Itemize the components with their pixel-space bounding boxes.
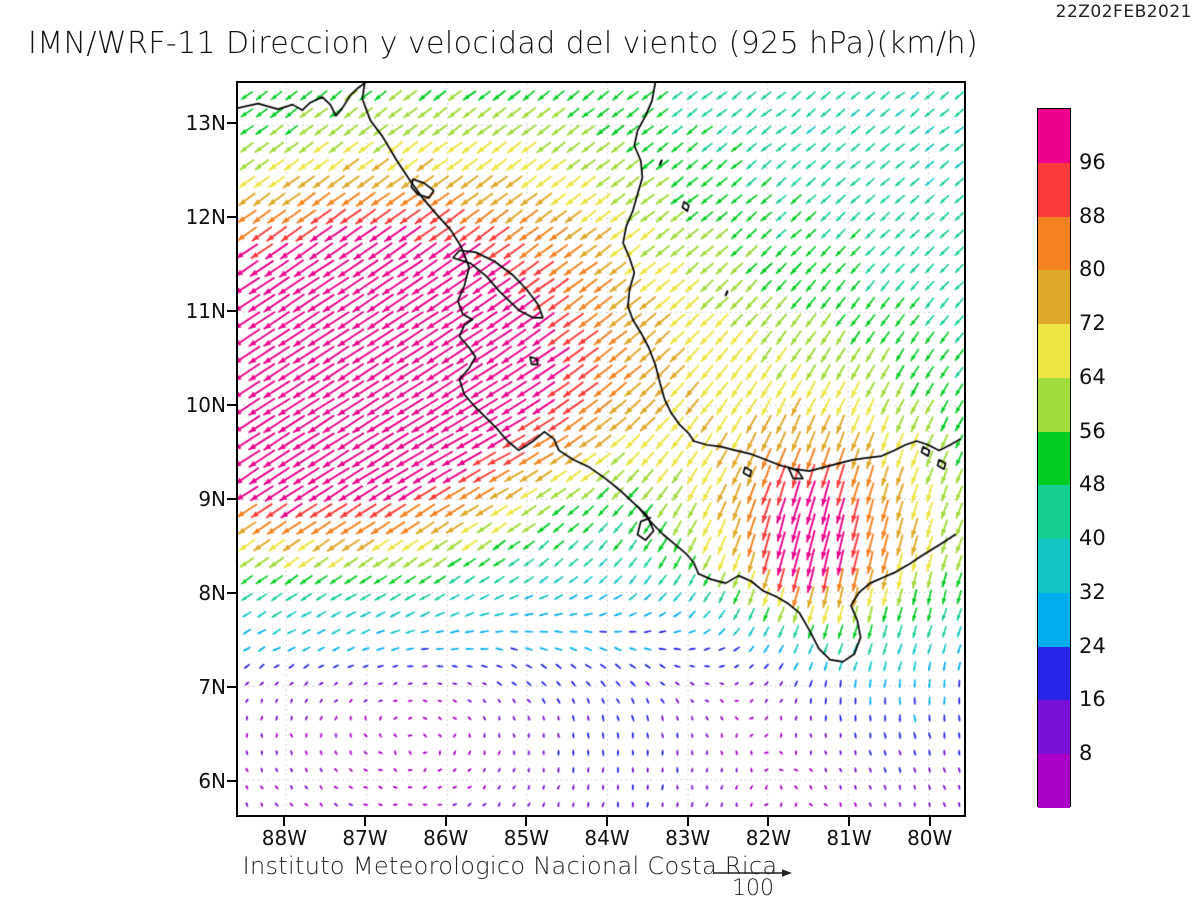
y-axis-tick-mark xyxy=(227,404,236,407)
y-axis-tick-mark xyxy=(227,216,236,219)
x-axis-tick-mark xyxy=(928,817,931,826)
x-axis-tick-label: 81W xyxy=(826,826,872,850)
colorbar-band xyxy=(1038,324,1070,378)
x-axis-tick-mark xyxy=(283,817,286,826)
y-axis-tick-label: 13N xyxy=(185,111,226,136)
x-axis-tick-label: 84W xyxy=(584,826,630,850)
colorbar-label: 96 xyxy=(1079,149,1106,174)
x-axis-tick-label: 82W xyxy=(745,826,791,850)
y-axis-tick-mark xyxy=(227,310,236,313)
colorbar-label: 48 xyxy=(1079,472,1106,497)
colorbar-band xyxy=(1038,592,1070,647)
colorbar-band xyxy=(1038,431,1070,486)
y-axis-tick-label: 10N xyxy=(185,393,226,418)
colorbar-label: 32 xyxy=(1079,579,1106,604)
y-axis-tick-mark xyxy=(227,686,236,689)
date-stamp: 22Z02FEB2021 xyxy=(1055,2,1192,22)
x-axis-tick-label: 80W xyxy=(907,826,953,850)
y-axis-tick-mark xyxy=(227,498,236,501)
colorbar-label: 16 xyxy=(1079,687,1106,712)
x-axis-tick-label: 86W xyxy=(423,826,469,850)
colorbar-band xyxy=(1038,162,1070,217)
x-axis-tick-mark xyxy=(364,817,367,826)
x-axis-tick-mark xyxy=(525,817,528,826)
speed-colorbar xyxy=(1037,108,1071,808)
y-axis-tick-label: 6N xyxy=(198,769,226,794)
reference-vector-arrow xyxy=(714,869,792,877)
y-axis-tick-label: 12N xyxy=(185,205,226,230)
colorbar-label: 72 xyxy=(1079,311,1106,336)
y-axis-tick-mark xyxy=(227,122,236,125)
x-axis-tick-label: 83W xyxy=(665,826,711,850)
colorbar-label: 40 xyxy=(1079,526,1106,551)
y-axis-tick-label: 7N xyxy=(198,675,226,700)
x-axis-tick-label: 85W xyxy=(503,826,549,850)
x-axis-tick-mark xyxy=(686,817,689,826)
map-plot-area[interactable] xyxy=(236,81,966,817)
footer-credit: Instituto Meteorologico Nacional Costa R… xyxy=(242,852,778,880)
x-axis-tick-mark xyxy=(444,817,447,826)
colorbar-band xyxy=(1038,216,1070,271)
x-axis-tick-mark xyxy=(848,817,851,826)
coastline-overlay xyxy=(238,83,964,815)
colorbar-label: 64 xyxy=(1079,364,1106,389)
y-axis-labels: 6N 7N 8N 9N 10N 11N 12N 13N xyxy=(150,81,226,817)
colorbar-band xyxy=(1038,109,1070,163)
chart-title: IMN/WRF-11 Direccion y velocidad del vie… xyxy=(28,26,979,61)
colorbar-label: 8 xyxy=(1079,741,1093,766)
colorbar-label: 80 xyxy=(1079,257,1106,282)
colorbar-band xyxy=(1038,377,1070,432)
x-axis-tick-label: 87W xyxy=(342,826,388,850)
y-axis-tick-label: 9N xyxy=(198,487,226,512)
colorbar-label: 88 xyxy=(1079,203,1106,228)
reference-vector-label: 100 xyxy=(732,876,774,901)
colorbar-band xyxy=(1038,700,1070,755)
colorbar-band xyxy=(1038,646,1070,701)
colorbar-band xyxy=(1038,754,1070,808)
y-axis-tick-mark xyxy=(227,780,236,783)
colorbar-band xyxy=(1038,270,1070,325)
y-axis-tick-mark xyxy=(227,592,236,595)
colorbar-band xyxy=(1038,485,1070,540)
x-axis-tick-label: 88W xyxy=(261,826,308,850)
colorbar-label: 56 xyxy=(1079,418,1106,443)
colorbar-label: 24 xyxy=(1079,633,1106,658)
y-axis-tick-label: 8N xyxy=(198,581,226,606)
y-axis-tick-label: 11N xyxy=(185,299,226,324)
x-axis-tick-mark xyxy=(767,817,770,826)
colorbar-band xyxy=(1038,539,1070,593)
x-axis-tick-mark xyxy=(606,817,609,826)
